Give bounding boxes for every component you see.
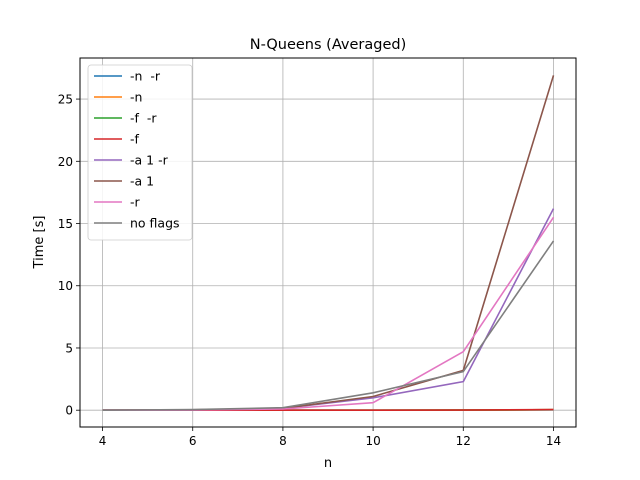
legend-label: -a 1 [130,174,154,189]
x-tick-label: 8 [279,434,287,448]
legend-label: -a 1 -r [130,153,169,168]
series-line-7 [102,240,555,411]
legend-label: -n [130,90,142,105]
x-axis-ticks: 4 6 8 10 12 14 [99,427,561,448]
legend-label: -r [130,195,141,210]
series-lines [102,75,555,412]
legend-label: no flags [130,216,180,231]
chart-title: N-Queens (Averaged) [250,37,406,53]
legend-box [87,64,193,241]
y-axis-ticks: 0 5 10 15 20 25 [58,93,80,418]
plot-frame [79,57,577,428]
x-tick-label: 4 [99,434,107,448]
y-tick-label: 25 [58,93,73,107]
y-tick-label: 0 [65,404,73,418]
x-tick-label: 6 [189,434,197,448]
legend-label: -f [130,132,140,147]
x-tick-label: 10 [365,434,380,448]
y-tick-label: 20 [58,155,73,169]
legend: -n -r -n -f -r -f -a 1 -r -a 1 -r no flags [87,64,193,241]
y-tick-label: 5 [65,341,73,355]
grid [80,58,576,427]
legend-label: -f -r [130,111,157,126]
legend-label: -n -r [130,69,161,84]
y-tick-label: 10 [58,279,73,293]
y-tick-label: 15 [58,217,73,231]
y-axis-label: Time [s] [32,216,47,270]
x-tick-label: 12 [456,434,471,448]
x-tick-label: 14 [546,434,561,448]
x-axis-label: n [324,456,332,471]
